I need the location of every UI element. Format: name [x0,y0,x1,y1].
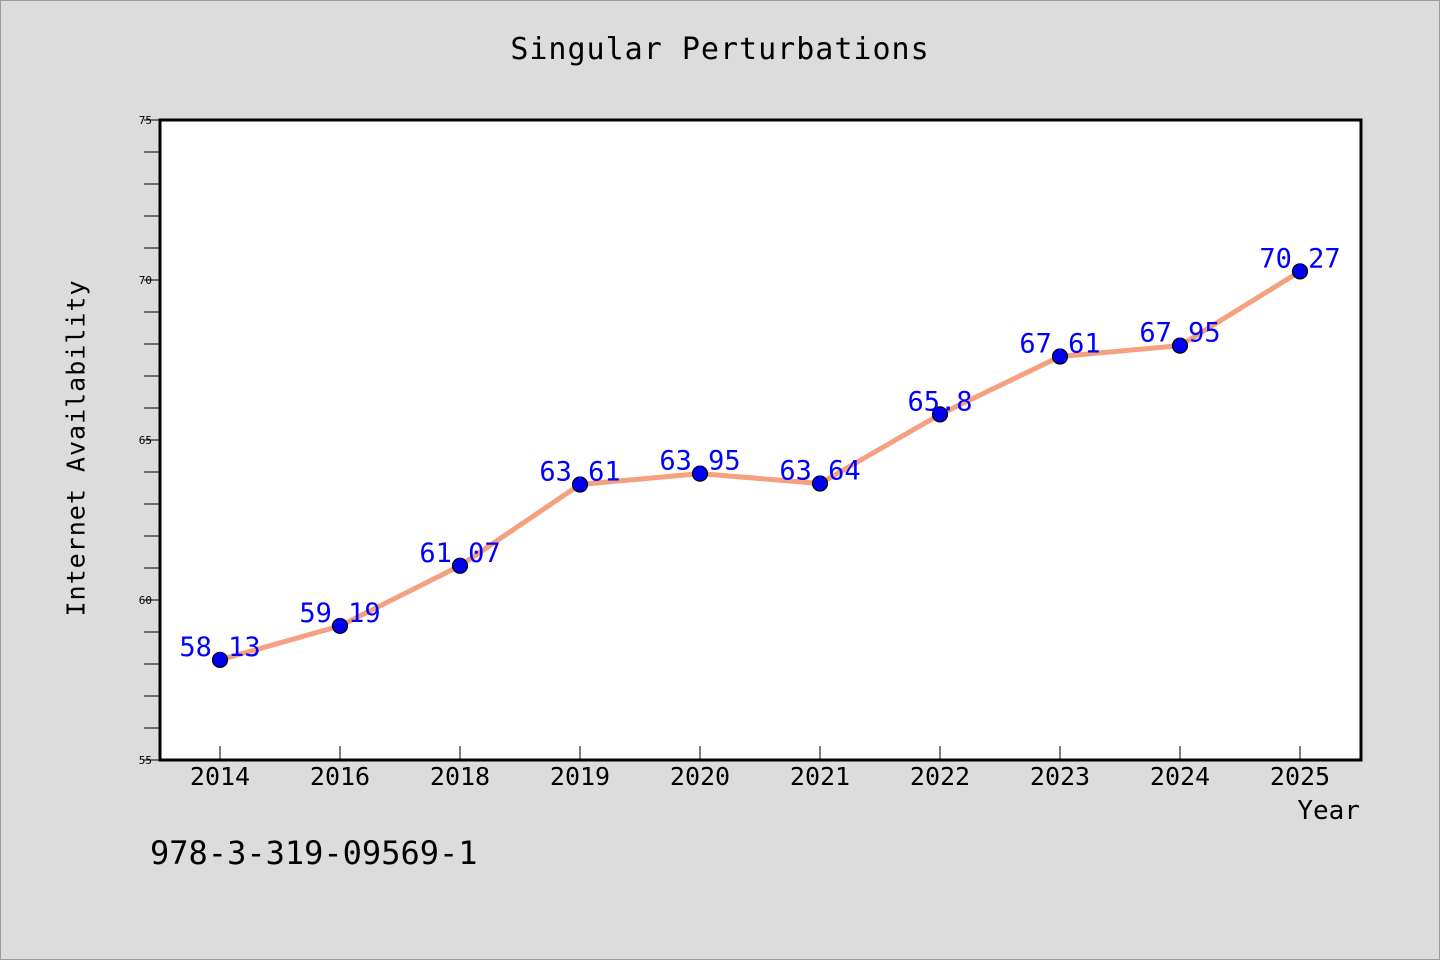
data-point [931,406,949,423]
x-tick-label: 2021 [790,762,850,791]
data-labels: 58.13 59.19 61.07 63.61 63.95 63.64 65.8 67.61 6… [179,243,1340,662]
data-label: 63.64 [779,456,860,487]
x-axis: 2014 2016 2018 2019 2020 2021 2022 2023 2024 2025 [190,746,1330,791]
series-line [217,268,1303,663]
x-tick-label: 2024 [1150,762,1210,791]
x-tick-label: 2019 [550,762,610,791]
data-label: 67.61 [1019,328,1100,359]
x-tick-label: 2020 [670,762,730,791]
y-axis: 55 60 65 70 75 [139,114,160,767]
y-axis-label: Internet Availability [61,279,91,617]
y-tick-label: 75 [139,114,152,127]
y-tick-label: 55 [139,754,152,767]
data-label: 65.8 [907,386,972,417]
series-markers [211,263,1309,668]
y-tick-label: 60 [139,594,152,607]
x-tick-label: 2014 [190,762,250,791]
y-tick-label: 65 [139,434,152,447]
data-point [451,557,469,574]
data-point [331,617,349,635]
data-point [211,651,229,668]
data-point [1291,263,1309,280]
data-point [1171,337,1189,354]
data-label: 63.61 [539,456,620,487]
data-point [571,476,589,493]
x-tick-label: 2022 [910,762,970,791]
isbn-annotation: 978-3-319-09569-1 [150,834,478,872]
x-axis-label: Year [1297,796,1360,826]
x-tick-label: 2016 [310,762,370,791]
data-label: 70.27 [1259,243,1340,274]
data-label: 63.95 [659,446,740,477]
data-point [1051,348,1069,365]
x-tick-label: 2025 [1270,762,1330,791]
data-point [691,465,709,482]
data-label: 61.07 [419,538,500,569]
plot-area [158,118,1363,762]
data-point [811,475,829,492]
x-tick-label: 2023 [1030,762,1090,791]
data-label: 59.19 [299,598,380,629]
y-tick-label: 70 [139,274,152,287]
x-tick-label: 2018 [430,762,490,791]
data-label: 67.95 [1139,318,1220,349]
chart-title: Singular Perturbations [510,32,930,67]
data-label: 58.13 [179,632,260,663]
